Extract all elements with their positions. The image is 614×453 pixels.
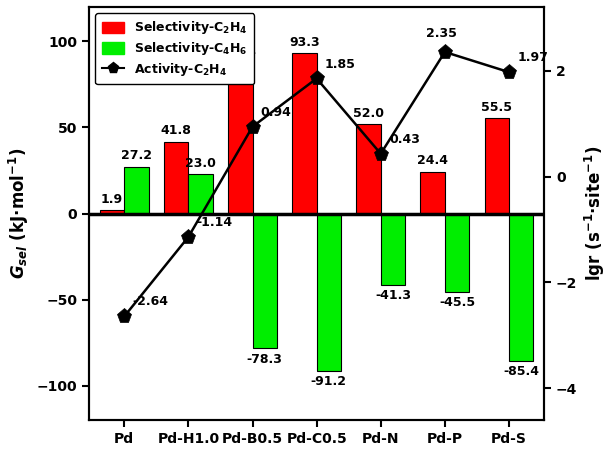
Text: 0.94: 0.94	[260, 106, 291, 119]
Text: 27.2: 27.2	[121, 149, 152, 163]
Bar	[484, 118, 509, 214]
Text: -1.14: -1.14	[196, 216, 232, 229]
Text: -78.3: -78.3	[247, 353, 282, 366]
Text: 0.43: 0.43	[389, 133, 420, 146]
Bar	[124, 167, 149, 214]
Text: -85.4: -85.4	[503, 365, 539, 378]
Bar	[317, 214, 341, 371]
Text: 23.0: 23.0	[185, 157, 216, 170]
Bar	[445, 214, 469, 292]
Y-axis label: $\mathit{G}$$_{sel}$ (kJ·mol$^{-1}$): $\mathit{G}$$_{sel}$ (kJ·mol$^{-1}$)	[7, 148, 31, 279]
Bar	[381, 214, 405, 285]
Bar	[100, 210, 124, 214]
Text: -41.3: -41.3	[375, 289, 411, 302]
Y-axis label: lgr (s$^{-1}$·site$^{-1}$): lgr (s$^{-1}$·site$^{-1}$)	[583, 146, 607, 281]
Text: 1.9: 1.9	[101, 193, 123, 206]
Text: 2.35: 2.35	[426, 27, 457, 40]
Text: 1.97: 1.97	[517, 51, 548, 64]
Text: -2.64: -2.64	[133, 295, 169, 308]
Text: 52.0: 52.0	[353, 107, 384, 120]
Bar	[292, 53, 317, 214]
Text: -45.5: -45.5	[439, 296, 475, 309]
Text: 24.4: 24.4	[417, 154, 448, 167]
Bar	[164, 142, 188, 214]
Text: 87.4: 87.4	[225, 46, 256, 59]
Bar	[252, 214, 277, 348]
Text: 1.85: 1.85	[325, 58, 356, 71]
Bar	[228, 63, 252, 214]
Text: 41.8: 41.8	[161, 124, 192, 137]
Bar	[421, 172, 445, 214]
Legend: Selectivity-C$_2$H$_4$, Selectivity-C$_4$H$_6$, Activity-C$_2$H$_4$: Selectivity-C$_2$H$_4$, Selectivity-C$_4…	[95, 13, 254, 84]
Bar	[509, 214, 534, 361]
Text: 93.3: 93.3	[289, 36, 320, 48]
Text: -91.2: -91.2	[311, 375, 347, 388]
Bar	[356, 124, 381, 214]
Bar	[188, 174, 213, 214]
Text: 55.5: 55.5	[481, 101, 512, 114]
